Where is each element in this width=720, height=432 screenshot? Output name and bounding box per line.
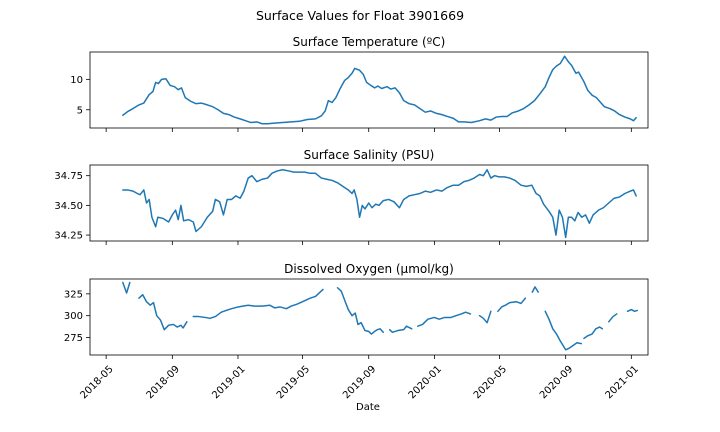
oxygen-series-line <box>122 281 131 294</box>
oxygen-series-line <box>138 293 188 331</box>
x-tick-label: 2019-01 <box>210 364 247 401</box>
temperature-plot-frame <box>89 51 649 129</box>
salinity-series-line <box>122 169 637 239</box>
x-axis-label: Date <box>356 402 380 413</box>
x-tick-label: 2019-05 <box>275 364 312 401</box>
oxygen-series-line <box>531 286 539 293</box>
oxygen-plot-frame <box>89 278 649 356</box>
oxygen-y-tick-label: 275 <box>64 333 83 344</box>
oxygen-series-line <box>336 286 385 335</box>
oxygen-title: Dissolved Oxygen (µmol/kg) <box>284 262 454 276</box>
temperature-y-tick-label: 5 <box>77 105 83 116</box>
oxygen-series-line <box>497 297 527 313</box>
oxygen-y-tick-label: 325 <box>64 289 83 300</box>
x-tick-label: 2018-05 <box>78 364 115 401</box>
x-tick-label: 2019-09 <box>341 364 378 401</box>
temperature-title: Surface Temperature (ºC) <box>293 35 446 49</box>
panel-oxygen: Dissolved Oxygen (µmol/kg) 275 300 325 <box>64 262 649 359</box>
x-tick-label: 2020-05 <box>472 364 509 401</box>
oxygen-series-line <box>416 311 472 327</box>
salinity-y-tick-label: 34.50 <box>54 201 83 212</box>
salinity-y-tick-label: 34.25 <box>54 231 83 242</box>
x-tick-label: 2018-09 <box>145 364 182 401</box>
temperature-y-tick-label: 10 <box>70 75 83 86</box>
oxygen-series-line <box>388 325 413 334</box>
oxygen-series-line <box>583 326 604 340</box>
oxygen-y-tick-label: 300 <box>64 311 83 322</box>
salinity-y-tick-label: 34.75 <box>54 171 83 182</box>
panel-temperature: Surface Temperature (ºC) 5 10 <box>70 35 649 132</box>
panel-salinity: Surface Salinity (PSU) 34.25 34.50 34.75 <box>54 148 649 245</box>
oxygen-series-line <box>544 310 583 351</box>
x-tick-label: 2020-09 <box>538 364 575 401</box>
oxygen-series-line <box>626 308 638 313</box>
x-tick-label: 2021-01 <box>604 364 641 401</box>
salinity-title: Surface Salinity (PSU) <box>304 148 435 162</box>
x-tick-label: 2020-01 <box>407 364 444 401</box>
temperature-series-line <box>122 55 637 125</box>
oxygen-series-line <box>192 288 324 320</box>
figure-title: Surface Values for Float 3901669 <box>256 8 464 23</box>
oxygen-series-line <box>607 313 618 323</box>
oxygen-series-line <box>478 310 492 324</box>
